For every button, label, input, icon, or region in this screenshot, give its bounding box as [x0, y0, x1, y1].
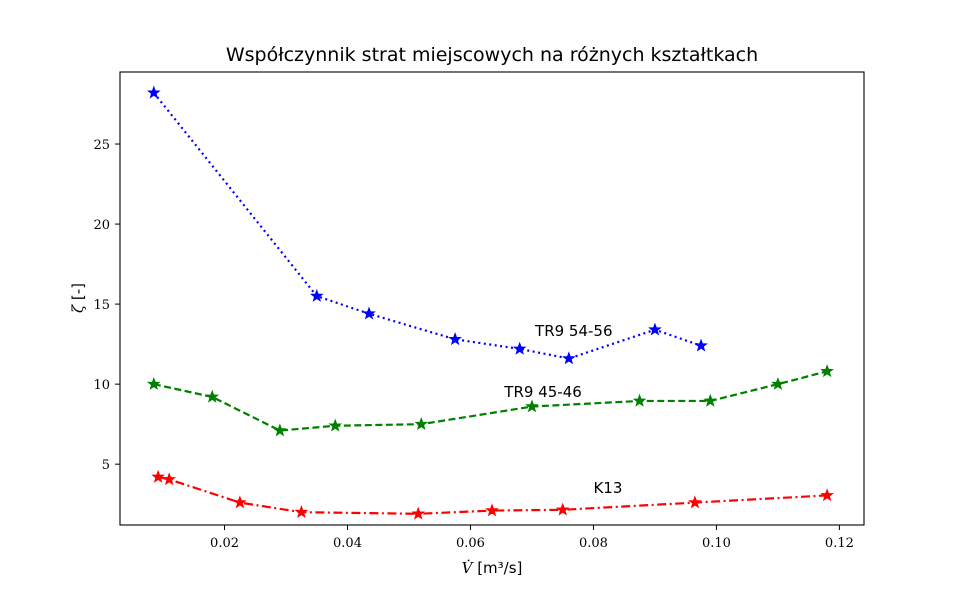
y-tick-label: 10 [93, 378, 110, 393]
data-point-tr9-45-46 [632, 393, 647, 407]
data-point-tr9-45-46 [205, 389, 220, 403]
data-point-tr9-54-56 [309, 288, 324, 302]
x-tick-label: 0.10 [702, 536, 731, 551]
data-point-k13 [151, 469, 165, 483]
x-tick-label: 0.12 [825, 536, 854, 551]
data-point-k13 [411, 506, 426, 520]
data-point-tr9-54-56 [147, 85, 161, 99]
data-point-tr9-45-46 [273, 423, 287, 437]
data-point-k13 [162, 472, 176, 486]
data-point-tr9-45-46 [328, 418, 343, 432]
plot-area: 0.02 0.04 0.06 0.08 0.10 0.12 5 10 15 20 25 TR9 54-… [93, 85, 854, 551]
data-point-k13 [820, 488, 834, 502]
data-point-tr9-54-56 [448, 332, 462, 346]
data-point-k13 [688, 495, 702, 509]
data-point-tr9-54-56 [648, 322, 662, 336]
data-point-tr9-45-46 [147, 376, 161, 390]
data-point-tr9-45-46 [414, 417, 429, 430]
x-tick-label: 0.04 [333, 536, 362, 551]
data-point-tr9-54-56 [562, 351, 576, 365]
data-point-k13 [294, 505, 309, 518]
data-point-k13 [555, 502, 570, 516]
y-tick-label: 5 [102, 458, 110, 473]
x-axis-label: V̇ [m³/s] [462, 559, 523, 577]
x-tick-label: 0.02 [210, 536, 239, 551]
y-tick-label: 15 [93, 298, 110, 313]
y-axis-unit: [-] [69, 283, 87, 300]
series-line-tr9-54-56 [152, 92, 702, 360]
series-label-k13: K13 [593, 479, 622, 497]
chart-title: Współczynnik strat miejscowych na różnyc… [226, 44, 758, 66]
axes-frame [119, 71, 865, 526]
y-axis-symbol: ζ [69, 304, 87, 313]
x-axis-unit: [m³/s] [477, 559, 522, 577]
data-point-k13 [233, 495, 247, 509]
series-line-tr9-45-46 [153, 370, 828, 432]
data-point-tr9-54-56 [512, 341, 527, 355]
series-label-tr9-45-46: TR9 45-46 [503, 383, 581, 401]
data-point-tr9-45-46 [771, 376, 785, 390]
data-point-tr9-45-46 [703, 393, 718, 407]
data-point-tr9-45-46 [820, 364, 834, 378]
data-point-tr9-45-46 [525, 399, 539, 413]
data-point-k13 [485, 503, 499, 517]
data-point-tr9-54-56 [362, 306, 376, 320]
y-tick-label: 20 [93, 218, 110, 233]
series-label-tr9-54-56: TR9 54-56 [534, 322, 612, 340]
x-tick-label: 0.06 [456, 536, 485, 551]
data-point-tr9-54-56 [694, 338, 708, 352]
x-tick-label: 0.08 [579, 536, 608, 551]
x-axis-symbol: V̇ [462, 559, 475, 577]
y-tick-label: 25 [93, 138, 110, 153]
y-axis-label: ζ [-] [69, 283, 87, 313]
